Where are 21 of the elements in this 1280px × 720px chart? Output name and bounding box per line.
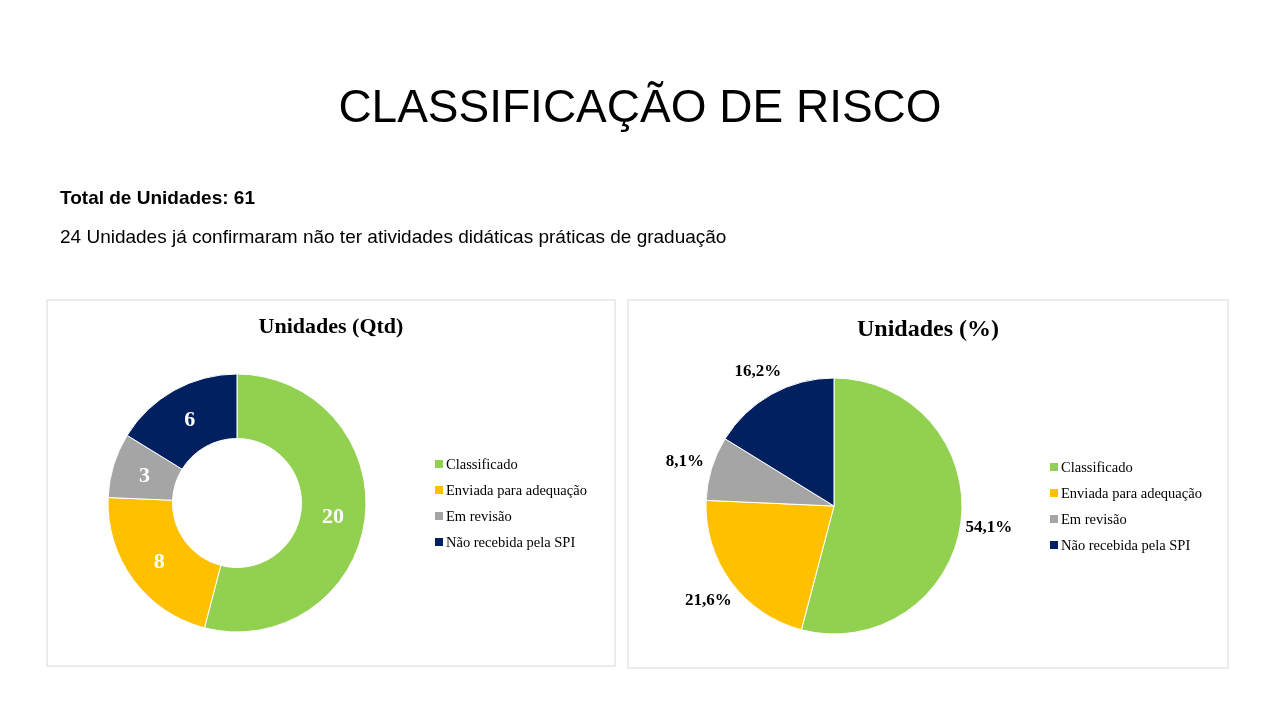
chart-title: Unidades (Qtd) (258, 313, 404, 338)
text: CLASSIFICAÇÃO DE RISCO (338, 80, 942, 132)
text: 24 Unidades já confirmaram não ter atividades didáticas práticas de graduação (60, 226, 727, 247)
legend-label: Enviada para adequação (446, 482, 587, 499)
legend-label: Não recebida pela SPI (1061, 537, 1191, 554)
legend-label: Em revisão (446, 508, 512, 525)
data-label: 3 (138, 462, 150, 488)
legend-label: Não recebida pela SPI (446, 534, 576, 551)
data-label: 8 (153, 548, 165, 574)
text: Total de Unidades: 61 (60, 187, 256, 208)
chart-title: Unidades (%) (856, 315, 1000, 341)
data-label: 6 (184, 406, 196, 432)
legend-label: Em revisão (1061, 511, 1127, 528)
data-label: 54,1% (965, 517, 1013, 537)
data-label: 20 (321, 502, 344, 528)
legend-label: Enviada para adequação (1061, 485, 1202, 502)
data-label: 21,6% (684, 589, 732, 609)
data-label: 16,2% (734, 360, 782, 380)
legend-label: Classificado (446, 456, 518, 473)
legend-label: Classificado (1061, 459, 1133, 476)
data-label: 8,1% (665, 451, 704, 471)
